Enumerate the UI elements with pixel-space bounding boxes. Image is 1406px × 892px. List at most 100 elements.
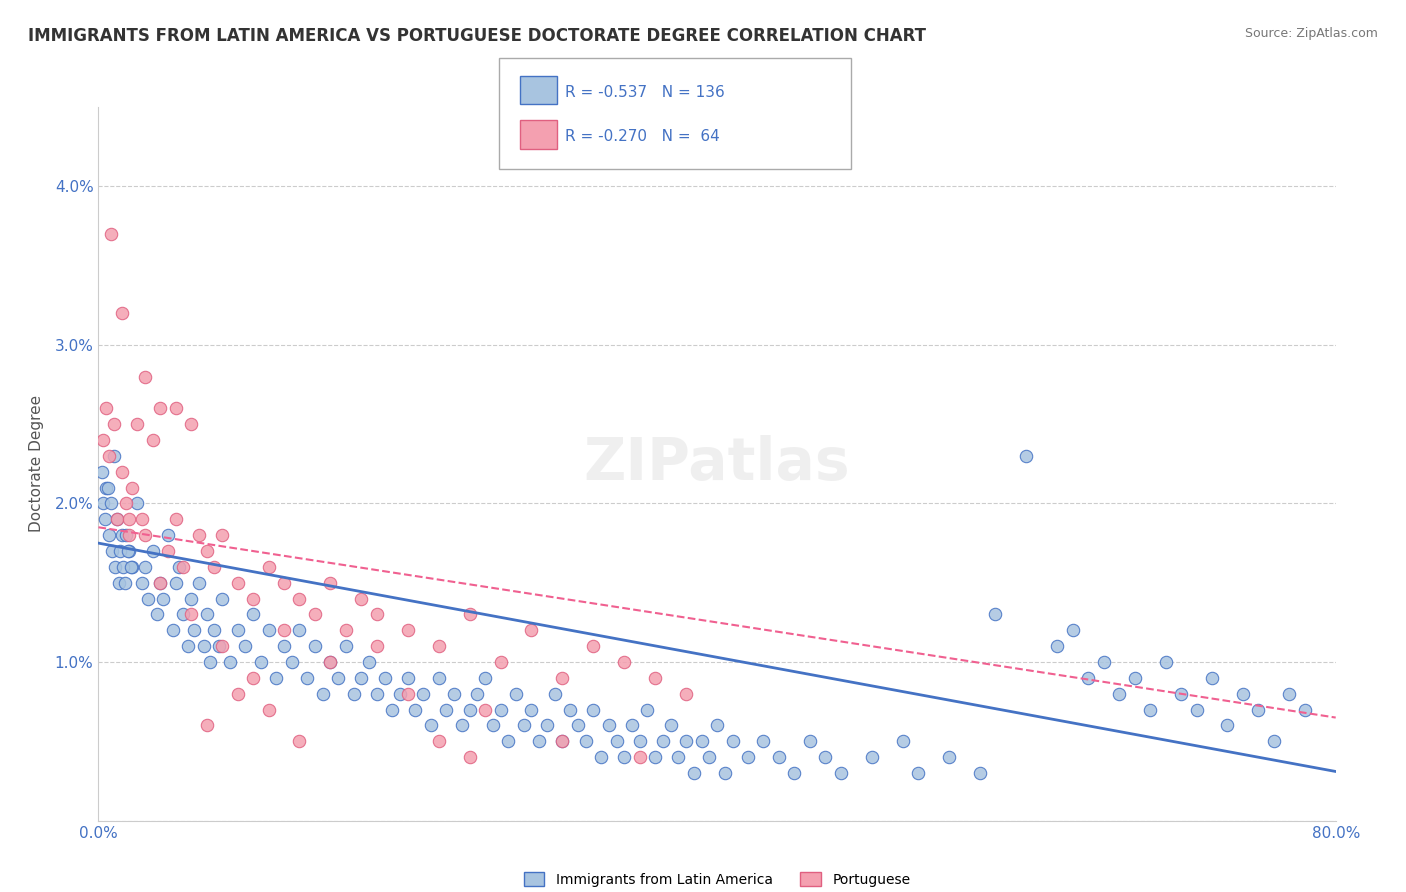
Point (180, 591, 202, 606)
Text: R = -0.270   N =  64: R = -0.270 N = 64 (565, 129, 720, 145)
Point (536, 718, 558, 732)
Point (319, 575, 342, 590)
Point (1139, 703, 1161, 717)
Point (111, 306, 132, 320)
Point (690, 734, 713, 748)
Point (91, 433, 114, 447)
Point (226, 624, 249, 638)
Point (180, 417, 202, 432)
Point (195, 718, 218, 732)
Point (141, 544, 165, 558)
Point (114, 575, 136, 590)
Point (436, 703, 458, 717)
Point (1278, 687, 1301, 701)
Point (312, 687, 335, 701)
Point (613, 750, 636, 764)
Point (582, 703, 605, 717)
Point (706, 718, 728, 732)
Point (675, 687, 697, 701)
Point (90, 465, 112, 479)
Point (335, 639, 357, 653)
Point (242, 671, 264, 685)
Point (366, 687, 388, 701)
Point (118, 528, 141, 542)
Point (644, 671, 666, 685)
Point (127, 496, 149, 510)
Point (613, 655, 636, 669)
Point (115, 496, 138, 510)
Point (598, 718, 620, 732)
Point (326, 671, 350, 685)
Point (830, 766, 852, 780)
Point (297, 671, 319, 685)
Point (131, 575, 153, 590)
Point (567, 718, 589, 732)
Point (458, 703, 481, 717)
Point (474, 671, 496, 685)
Point (188, 575, 211, 590)
Point (304, 639, 326, 653)
Point (652, 734, 675, 748)
Point (149, 575, 172, 590)
Point (257, 703, 280, 717)
Point (1046, 639, 1069, 653)
Point (250, 655, 273, 669)
Point (984, 607, 1007, 622)
Point (359, 655, 381, 669)
Point (481, 718, 505, 732)
Point (257, 624, 280, 638)
Point (103, 417, 125, 432)
Point (860, 750, 883, 764)
Point (91, 496, 114, 510)
Point (427, 639, 450, 653)
Point (149, 575, 172, 590)
Point (1185, 703, 1208, 717)
Text: Source: ZipAtlas.com: Source: ZipAtlas.com (1244, 27, 1378, 40)
Point (1015, 449, 1038, 463)
Point (343, 687, 366, 701)
Point (204, 560, 226, 574)
Point (281, 655, 304, 669)
Point (396, 671, 419, 685)
Point (582, 639, 605, 653)
Point (103, 449, 125, 463)
Point (575, 734, 598, 748)
Point (1216, 718, 1239, 732)
Point (1108, 687, 1130, 701)
Point (366, 607, 388, 622)
Point (768, 750, 790, 764)
Point (96, 401, 118, 416)
Point (219, 655, 242, 669)
Point (100, 227, 122, 241)
Point (188, 528, 211, 542)
Point (891, 734, 914, 748)
Point (458, 607, 481, 622)
Point (666, 750, 689, 764)
Point (319, 655, 342, 669)
Text: IMMIGRANTS FROM LATIN AMERICA VS PORTUGUESE DOCTORATE DEGREE CORRELATION CHART: IMMIGRANTS FROM LATIN AMERICA VS PORTUGU… (28, 27, 927, 45)
Point (1170, 687, 1192, 701)
Point (172, 560, 194, 574)
Point (111, 528, 132, 542)
Point (257, 560, 280, 574)
Point (193, 639, 215, 653)
Point (304, 607, 326, 622)
Point (374, 671, 396, 685)
Point (134, 369, 156, 384)
Point (350, 671, 373, 685)
Point (226, 575, 249, 590)
Point (149, 401, 172, 416)
Point (226, 687, 249, 701)
Point (1247, 703, 1270, 717)
Point (752, 734, 775, 748)
Point (529, 734, 551, 748)
Point (108, 544, 131, 558)
Point (675, 734, 697, 748)
Point (412, 687, 434, 701)
Point (938, 750, 960, 764)
Point (98, 449, 121, 463)
Point (659, 718, 682, 732)
Point (264, 671, 288, 685)
Point (489, 655, 512, 669)
Point (814, 750, 837, 764)
